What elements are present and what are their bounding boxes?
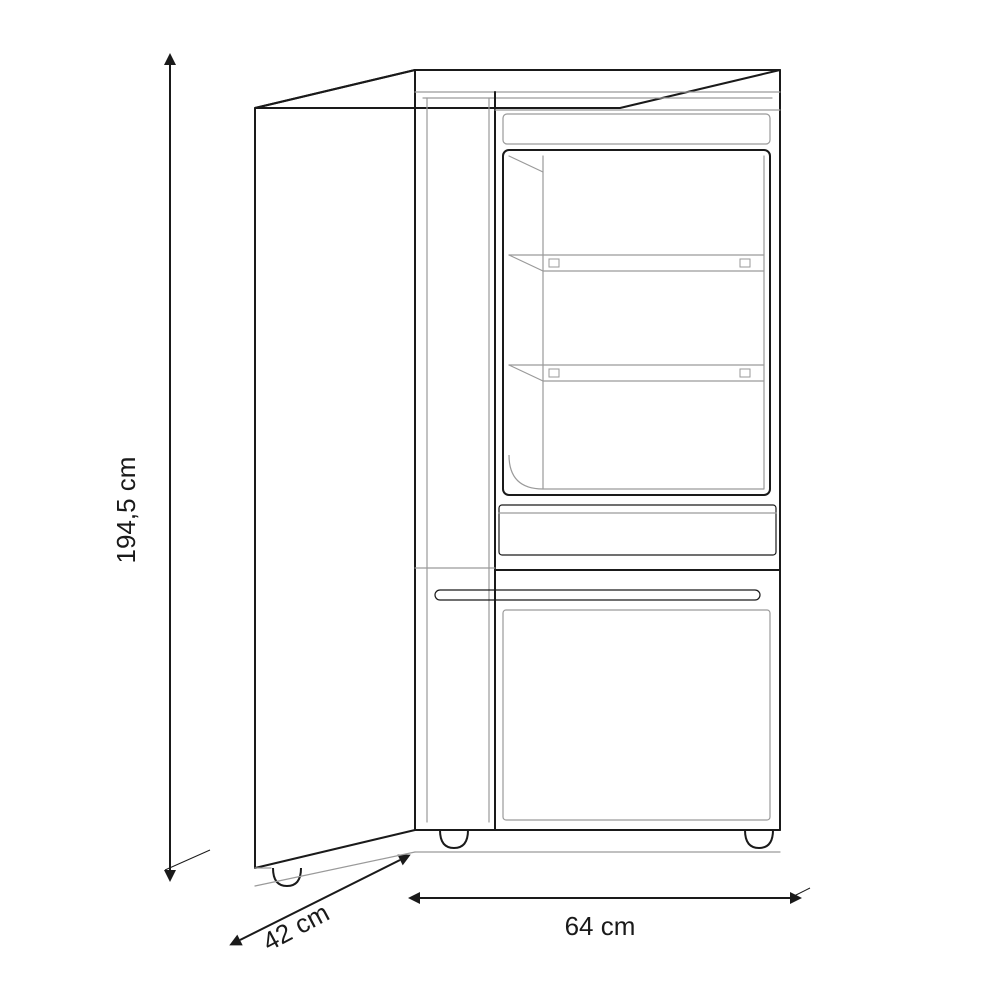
cabinet-drawing [255,70,780,886]
width-label: 64 cm [565,911,636,941]
height-label: 194,5 cm [111,457,141,564]
depth-label: 42 cm [257,897,334,957]
